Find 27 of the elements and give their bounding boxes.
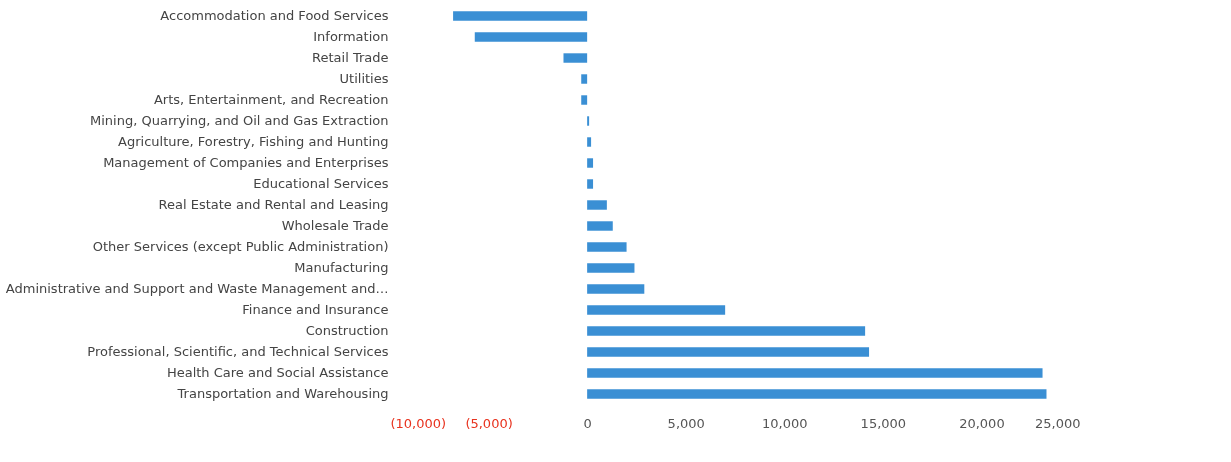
y-tick-label: Information xyxy=(313,29,389,45)
y-tick-label: Real Estate and Rental and Leasing xyxy=(158,197,389,212)
y-tick-label: Mining, Quarrying, and Oil and Gas Extraction xyxy=(90,113,389,129)
x-tick-label: 15,000 xyxy=(860,415,907,431)
y-tick-label: Wholesale Trade xyxy=(281,218,389,233)
x-tick-label: (10,000) xyxy=(390,415,447,431)
y-tick-label: Utilities xyxy=(339,71,389,87)
y-tick-label: Manufacturing xyxy=(294,259,389,275)
x-tick-label: 10,000 xyxy=(762,415,808,431)
y-tick-label: Educational Services xyxy=(253,176,389,191)
y-tick-label: Retail Trade xyxy=(312,50,389,66)
y-tick-label: Agriculture, Forestry, Fishing and Hunting xyxy=(118,134,389,150)
x-tick-label: 20,000 xyxy=(959,415,1005,431)
x-tick-label: 0 xyxy=(583,415,592,431)
y-tick-label: Arts, Entertainment, and Recreation xyxy=(153,92,389,108)
y-tick-label: Health Care and Social Assistance xyxy=(166,364,389,380)
y-tick-label: Other Services (except Public Administration) xyxy=(92,238,389,254)
x-tick-label: 5,000 xyxy=(667,415,705,431)
y-tick-label: Professional, Scientific, and Technical Services xyxy=(87,343,389,359)
y-tick-label: Finance and Insurance xyxy=(242,301,389,317)
x-tick-label: (5,000) xyxy=(465,415,513,431)
x-tick-label: 25,000 xyxy=(1035,415,1081,431)
y-tick-label: Construction xyxy=(305,322,389,338)
y-tick-label: Management of Companies and Enterprises xyxy=(103,155,389,171)
y-tick-label: Administrative and Support and Waste Management and… xyxy=(5,280,389,296)
y-tick-label: Transportation and Warehousing xyxy=(176,385,389,401)
y-tick-label: Accommodation and Food Services xyxy=(160,8,389,24)
